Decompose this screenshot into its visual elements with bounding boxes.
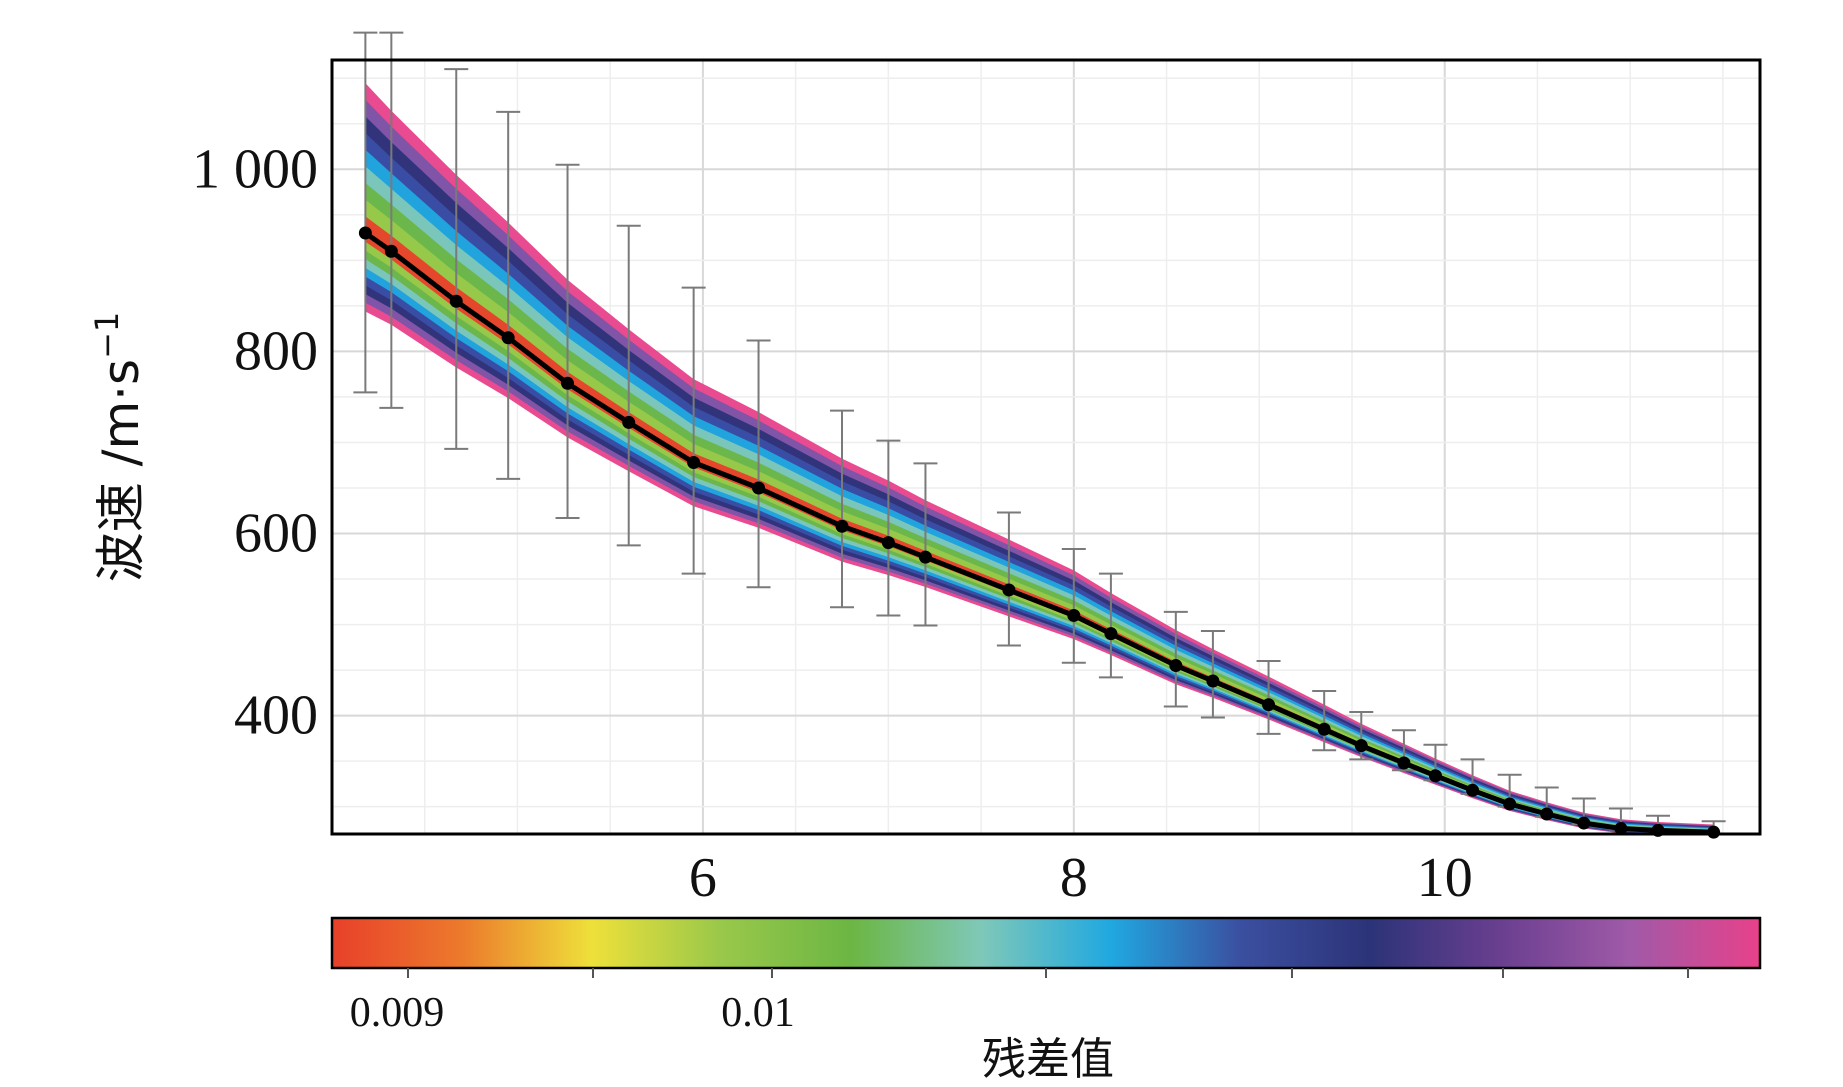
data-point <box>1067 608 1081 622</box>
best-fit-curve-layer <box>358 226 1721 839</box>
best-fit-curve <box>363 230 1714 835</box>
y-tick-label: 600 <box>234 503 318 565</box>
data-point <box>1428 769 1442 783</box>
data-point <box>1577 816 1591 830</box>
error-bar <box>616 224 641 547</box>
colorbar-title: 残差值 <box>982 1034 1114 1085</box>
data-point <box>1317 722 1331 736</box>
data-point <box>1206 674 1220 688</box>
colorbar-label-2: 0.01 <box>721 990 795 1036</box>
data-point <box>358 226 372 240</box>
data-point <box>384 244 398 258</box>
colorbar-label-1: 0.009 <box>350 990 445 1036</box>
data-point <box>687 455 701 469</box>
data-point <box>1614 822 1628 836</box>
data-point <box>1503 797 1517 811</box>
error-bar <box>876 439 901 617</box>
data-point <box>1002 583 1016 597</box>
error-bar-layer <box>353 31 1726 835</box>
grid-lines <box>332 60 1760 834</box>
error-bar <box>830 409 854 609</box>
error-bar <box>353 31 378 394</box>
data-point <box>449 294 463 308</box>
error-bar <box>913 462 938 627</box>
error-bar <box>555 163 580 520</box>
error-bar <box>996 511 1021 647</box>
y-tick-label: 400 <box>234 685 318 747</box>
error-bar <box>1312 690 1337 752</box>
data-point <box>1354 739 1368 753</box>
data-point <box>1707 825 1721 839</box>
data-point <box>1397 756 1411 770</box>
error-bar <box>444 68 469 450</box>
y-tick-labels: 400 600 800 1 000 <box>192 138 318 746</box>
x-tick-labels: 6 8 10 <box>689 847 1473 909</box>
error-bar <box>681 286 706 575</box>
error-bar <box>1200 629 1225 719</box>
error-bar <box>746 339 771 589</box>
error-bar <box>1098 572 1123 679</box>
plot-frame <box>330 58 1762 836</box>
data-point <box>918 550 932 564</box>
data-point <box>835 519 849 533</box>
y-tick-label: 800 <box>234 320 318 382</box>
colorbar-ticks <box>407 968 1689 978</box>
data-point <box>1466 783 1480 797</box>
data-point <box>1104 627 1118 641</box>
data-point <box>1169 659 1183 673</box>
error-bar <box>496 110 521 480</box>
x-tick-label: 8 <box>1060 847 1088 909</box>
data-point <box>561 376 575 390</box>
y-axis-title-text: 波速 /m·s <box>92 359 150 582</box>
data-point <box>752 481 766 495</box>
error-bar <box>1256 659 1281 735</box>
misfit-band <box>365 99 1714 834</box>
y-tick-label: 1 000 <box>192 138 318 200</box>
y-axis-title: 波速 /m·s−1 <box>88 312 150 583</box>
error-bar <box>379 31 404 409</box>
x-tick-label: 6 <box>689 847 717 909</box>
data-point <box>881 536 895 550</box>
colorbar <box>330 916 1762 970</box>
data-point <box>622 415 636 429</box>
data-point <box>501 331 515 345</box>
data-point <box>1540 807 1554 821</box>
x-tick-label: 10 <box>1417 847 1473 909</box>
error-bar <box>1061 547 1086 664</box>
misfit-band-layer <box>365 83 1714 834</box>
data-point <box>1262 698 1276 712</box>
y-axis-title-superscript: −1 <box>88 312 126 359</box>
